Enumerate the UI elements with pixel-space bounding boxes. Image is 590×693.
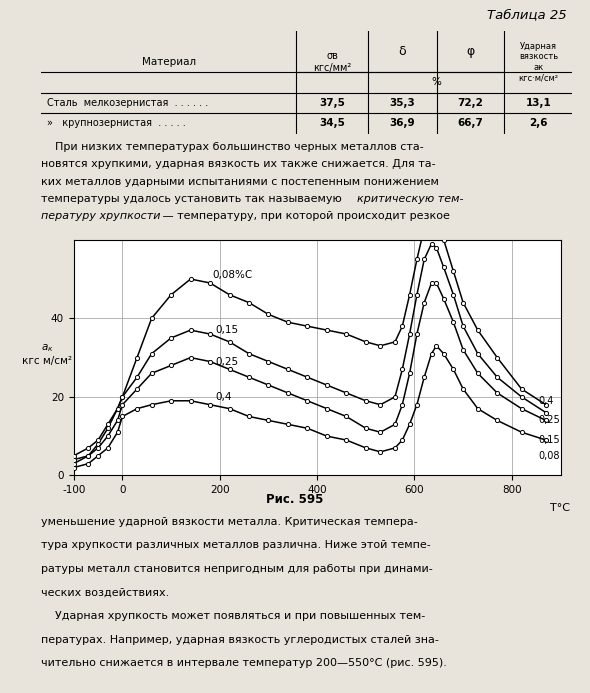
Text: — температуру, при которой происходит резкое: — температуру, при которой происходит ре… [159, 211, 450, 221]
Text: ких металлов ударными испытаниями с постепенным понижением: ких металлов ударными испытаниями с пост… [41, 177, 439, 186]
Text: 0,4: 0,4 [539, 396, 554, 406]
Text: ческих воздействиях.: ческих воздействиях. [41, 588, 169, 597]
Text: 0,08%C: 0,08%C [212, 270, 253, 280]
Text: новятся хрупкими, ударная вязкость их также снижается. Для та-: новятся хрупкими, ударная вязкость их та… [41, 159, 436, 169]
Text: 66,7: 66,7 [458, 119, 484, 128]
Text: Материал: Материал [142, 57, 196, 67]
Text: уменьшение ударной вязкости металла. Критическая темпера-: уменьшение ударной вязкости металла. Кри… [41, 516, 418, 527]
Text: 36,9: 36,9 [389, 119, 415, 128]
Text: 13,1: 13,1 [526, 98, 551, 108]
Text: σв
кгс/мм²: σв кгс/мм² [313, 51, 351, 73]
Text: δ: δ [399, 45, 406, 58]
Text: Ударная
вязкость
aк
кгс·м/см²: Ударная вязкость aк кгс·м/см² [519, 42, 558, 82]
Text: 0,15: 0,15 [215, 325, 238, 335]
Text: $a_к$
кгс м/см²: $a_к$ кгс м/см² [22, 342, 72, 366]
Text: температуры удалось установить так называемую: температуры удалось установить так назыв… [41, 194, 346, 204]
Text: φ: φ [467, 45, 475, 58]
Text: 2,6: 2,6 [529, 119, 548, 128]
Text: »   крупнозернистая  . . . . .: » крупнозернистая . . . . . [47, 119, 185, 128]
Text: Ударная хрупкость может появляться и при повышенных тем-: Ударная хрупкость может появляться и при… [41, 611, 425, 621]
Text: 0,25: 0,25 [215, 356, 238, 367]
Text: 34,5: 34,5 [319, 119, 345, 128]
Text: 0,15: 0,15 [539, 435, 560, 445]
Text: Таблица 25: Таблица 25 [487, 8, 566, 21]
Text: тура хрупкости различных металлов различна. Ниже этой темпе-: тура хрупкости различных металлов различ… [41, 541, 431, 550]
Text: 0,08: 0,08 [539, 450, 560, 461]
Text: %: % [431, 78, 441, 87]
Text: чительно снижается в интервале температур 200—550°С (рис. 595).: чительно снижается в интервале температу… [41, 658, 447, 669]
Text: критическую тем-: критическую тем- [358, 194, 464, 204]
Text: ратуры металл становится непригодным для работы при динами-: ратуры металл становится непригодным для… [41, 564, 433, 574]
Text: При низких температурах большинство черных металлов ста-: При низких температурах большинство черн… [41, 142, 424, 152]
Text: 0,25: 0,25 [539, 415, 560, 426]
Text: Сталь  мелкозернистая  . . . . . .: Сталь мелкозернистая . . . . . . [47, 98, 208, 108]
Text: Рис. 595: Рис. 595 [266, 493, 324, 506]
Text: 35,3: 35,3 [389, 98, 415, 108]
Text: 72,2: 72,2 [458, 98, 484, 108]
Text: T°C: T°C [550, 503, 571, 513]
Text: 0,4: 0,4 [215, 392, 231, 402]
Text: 37,5: 37,5 [319, 98, 345, 108]
Text: пературу хрупкости: пературу хрупкости [41, 211, 161, 221]
Text: пературах. Например, ударная вязкость углеродистых сталей зна-: пературах. Например, ударная вязкость уг… [41, 635, 439, 645]
